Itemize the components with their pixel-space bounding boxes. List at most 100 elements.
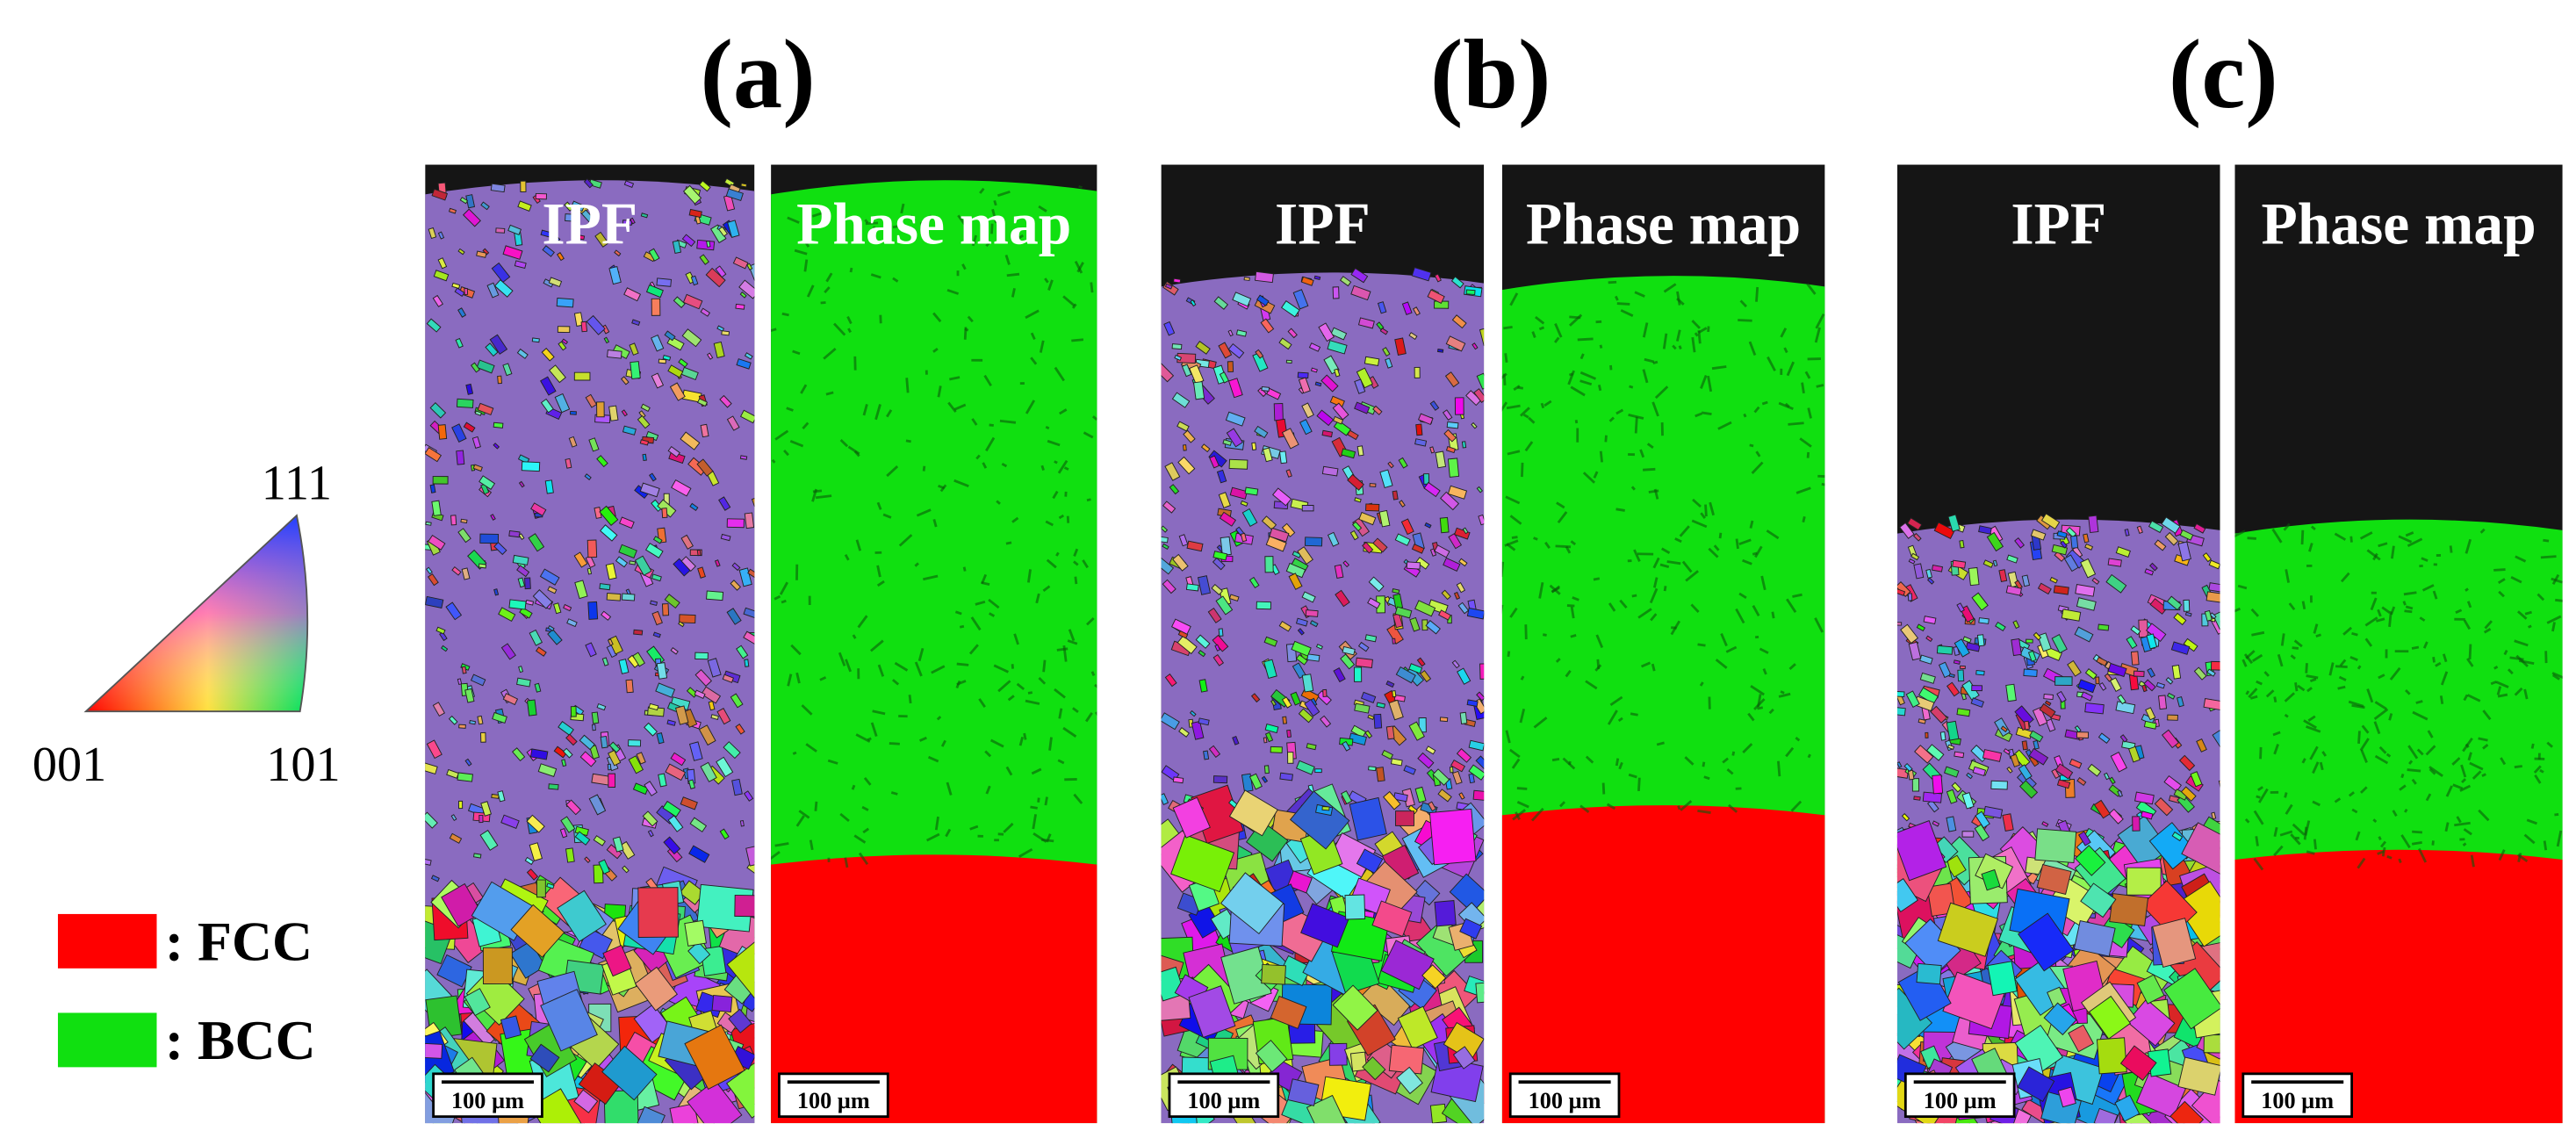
grain bbox=[425, 761, 438, 775]
grain bbox=[1372, 537, 1388, 553]
grain bbox=[573, 1089, 599, 1113]
grain bbox=[2124, 529, 2130, 537]
texture bbox=[2517, 853, 2522, 863]
texture bbox=[1582, 472, 1596, 484]
texture bbox=[984, 750, 992, 758]
texture bbox=[1086, 498, 1091, 502]
texture bbox=[1691, 336, 1696, 353]
grain bbox=[2166, 595, 2183, 611]
grain bbox=[1961, 831, 1975, 838]
grain bbox=[2073, 920, 2116, 957]
texture bbox=[1743, 413, 1747, 418]
grain bbox=[2074, 725, 2082, 733]
grain bbox=[2032, 706, 2048, 727]
grain bbox=[535, 192, 548, 200]
texture bbox=[2482, 709, 2492, 721]
grain bbox=[573, 371, 591, 381]
texture bbox=[1516, 787, 1528, 790]
texture bbox=[2340, 572, 2350, 583]
texture bbox=[1720, 632, 1728, 647]
grain bbox=[2075, 845, 2106, 876]
texture bbox=[1739, 299, 1747, 308]
texture bbox=[2300, 529, 2305, 545]
grain bbox=[1956, 602, 1965, 613]
grain bbox=[2141, 684, 2148, 693]
texture bbox=[1702, 761, 1706, 767]
texture bbox=[2388, 611, 2393, 627]
texture bbox=[1718, 532, 1723, 539]
grain bbox=[694, 669, 713, 687]
grain bbox=[1172, 553, 1189, 572]
texture bbox=[2295, 836, 2299, 839]
texture bbox=[862, 404, 868, 416]
texture bbox=[857, 615, 868, 629]
grain bbox=[1183, 429, 1196, 443]
grain bbox=[459, 197, 469, 205]
grain bbox=[623, 287, 642, 302]
grain bbox=[2162, 729, 2180, 749]
texture bbox=[1738, 592, 1747, 599]
grain bbox=[1332, 402, 1349, 421]
grain bbox=[1990, 780, 2008, 790]
grain bbox=[2051, 544, 2069, 556]
grain bbox=[637, 887, 679, 938]
grain bbox=[2063, 554, 2079, 573]
grain bbox=[2084, 543, 2094, 551]
grain bbox=[744, 512, 755, 529]
texture bbox=[1045, 520, 1054, 527]
grain bbox=[1181, 364, 1192, 378]
texture bbox=[1570, 634, 1577, 638]
texture bbox=[1505, 730, 1511, 744]
grain bbox=[2014, 1024, 2064, 1076]
texture bbox=[2478, 737, 2488, 742]
texture bbox=[1640, 661, 1651, 668]
texture bbox=[957, 214, 967, 226]
grain bbox=[1349, 529, 1359, 541]
texture bbox=[1506, 404, 1521, 410]
map-content bbox=[425, 164, 755, 1124]
texture bbox=[1671, 626, 1677, 630]
texture bbox=[1063, 466, 1069, 471]
texture bbox=[1597, 384, 1602, 392]
scale-bar-label: 100 µm bbox=[451, 1088, 524, 1113]
grain bbox=[1203, 750, 1210, 760]
panel-label: (b) bbox=[1430, 20, 1551, 129]
grain bbox=[700, 761, 717, 782]
grain bbox=[1397, 1005, 1438, 1050]
grain bbox=[658, 358, 667, 364]
grain bbox=[673, 558, 691, 577]
grain bbox=[1161, 363, 1175, 383]
texture bbox=[1604, 435, 1608, 443]
texture bbox=[1047, 439, 1061, 447]
grain bbox=[492, 711, 507, 724]
texture bbox=[2253, 810, 2264, 825]
texture bbox=[1785, 746, 1795, 758]
texture bbox=[2432, 656, 2436, 663]
texture bbox=[2425, 745, 2436, 756]
grain bbox=[583, 178, 594, 189]
grain bbox=[457, 307, 467, 318]
texture bbox=[789, 439, 804, 448]
texture bbox=[1037, 797, 1040, 803]
texture bbox=[833, 322, 846, 336]
grain bbox=[1907, 517, 1923, 531]
grain bbox=[1321, 465, 1339, 477]
texture bbox=[2544, 651, 2548, 664]
texture bbox=[1753, 698, 1766, 710]
grain bbox=[450, 814, 457, 822]
texture bbox=[1751, 461, 1764, 474]
grain bbox=[638, 410, 646, 419]
texture bbox=[1697, 327, 1708, 335]
texture bbox=[2482, 744, 2489, 750]
texture bbox=[781, 599, 787, 604]
grain bbox=[1379, 328, 1389, 335]
grain bbox=[639, 439, 650, 446]
texture bbox=[2484, 620, 2493, 630]
texture bbox=[2273, 845, 2284, 857]
grain bbox=[1383, 790, 1401, 810]
grain bbox=[2211, 811, 2217, 820]
grain bbox=[2165, 677, 2174, 685]
texture bbox=[2284, 792, 2288, 798]
texture bbox=[1711, 365, 1727, 371]
texture bbox=[996, 500, 1001, 505]
